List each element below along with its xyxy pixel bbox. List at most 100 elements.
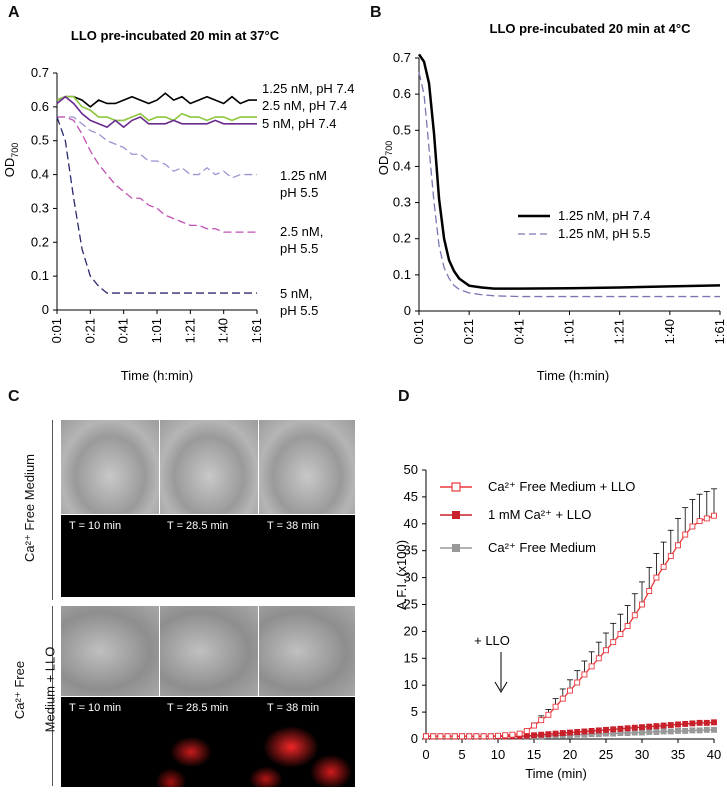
A-y-tick-label: 0.2 bbox=[31, 234, 49, 249]
chart-d-xlabel: Time (min) bbox=[525, 766, 587, 781]
B-series-line-1 bbox=[417, 53, 721, 290]
B-x-tick-label: 0:21 bbox=[461, 319, 476, 344]
D-series-point-3 bbox=[639, 729, 645, 736]
D-series-point-1 bbox=[646, 588, 653, 595]
B-x-tick-label: 0:41 bbox=[511, 319, 526, 344]
chart-b: LLO pre-incubated 20 min at 4°C 0 0.1 0.2 0… bbox=[376, 21, 727, 383]
D-series-point-3 bbox=[675, 727, 681, 734]
B-y-tick-label: 0.1 bbox=[393, 267, 411, 282]
D-series-point-1 bbox=[451, 733, 458, 740]
B-x-tick-label: 1:61 bbox=[712, 319, 727, 344]
B-y-tick-label: 0.5 bbox=[393, 122, 411, 137]
llo-arrow-head bbox=[494, 681, 508, 693]
D-series-point-3 bbox=[660, 728, 667, 735]
llo-annotation: + LLO bbox=[474, 633, 510, 648]
time-label-r1-1: T = 10 min bbox=[69, 520, 122, 532]
B-x-tick-label: 1:01 bbox=[562, 319, 577, 344]
D-y-tick-label: 40 bbox=[404, 516, 418, 531]
D-series-point-2 bbox=[603, 726, 609, 733]
D-series-point-2 bbox=[653, 723, 660, 730]
panel-letter-b: B bbox=[370, 4, 382, 21]
A-x-tick-label: 1:01 bbox=[149, 318, 164, 343]
D-series-point-1 bbox=[516, 730, 523, 737]
D-series-point-1 bbox=[689, 523, 696, 530]
D-series-point-3 bbox=[631, 729, 638, 736]
phase-image-r2-t38 bbox=[259, 606, 355, 696]
D-series-point-1 bbox=[703, 515, 710, 522]
row-separator-2 bbox=[52, 606, 53, 786]
D-series-point-1 bbox=[559, 695, 566, 702]
A-y-tick-label: 0.1 bbox=[31, 268, 49, 283]
D-series-point-1 bbox=[617, 631, 624, 638]
D-series-point-3 bbox=[646, 729, 653, 735]
D-series-point-2 bbox=[667, 722, 674, 728]
D-y-tick-label: 50 bbox=[404, 462, 418, 477]
B-x-tick-label: 1:40 bbox=[662, 319, 677, 344]
D-series-point-1 bbox=[603, 647, 609, 654]
D-series-point-3 bbox=[653, 729, 660, 735]
D-series-point-2 bbox=[646, 723, 653, 730]
series-label-a1: 1.25 nM, pH 7.4 bbox=[262, 81, 355, 96]
D-series-point-2 bbox=[581, 728, 588, 735]
D-series-point-1 bbox=[588, 663, 595, 670]
D-series-point-1 bbox=[473, 733, 480, 740]
A-y-tick-label: 0.4 bbox=[31, 167, 49, 182]
D-series-point-1 bbox=[696, 518, 703, 525]
D-series-point-1 bbox=[444, 733, 451, 740]
D-series-point-1 bbox=[567, 687, 573, 694]
A-y-tick-label: 0.6 bbox=[31, 99, 49, 114]
phase-image-r1-t38 bbox=[259, 420, 355, 514]
time-label-r2-3: T = 38 min bbox=[267, 702, 320, 714]
series-label-a4a: 1.25 nM bbox=[280, 168, 327, 183]
row-label-ca-free-llo-a: Ca²⁺ Free bbox=[12, 660, 27, 720]
D-y-tick-label: 5 bbox=[411, 704, 418, 719]
legend-b-label-2: 1.25 nM, pH 5.5 bbox=[558, 226, 651, 241]
A-y-tick-label: 0.3 bbox=[31, 200, 49, 215]
D-series-point-2 bbox=[567, 729, 573, 736]
D-series-point-2 bbox=[559, 730, 566, 737]
panel-letter-c: C bbox=[8, 388, 20, 405]
series-label-a5a: 2.5 nM, bbox=[280, 224, 323, 239]
D-series-point-1 bbox=[610, 639, 617, 646]
A-y-tick-label: 0 bbox=[42, 302, 49, 317]
phase-image-r2-t10 bbox=[61, 606, 159, 696]
D-series-point-1 bbox=[711, 512, 717, 519]
D-series-point-3 bbox=[689, 727, 696, 734]
D-series-point-1 bbox=[531, 722, 537, 729]
A-x-tick-label: 0:01 bbox=[49, 318, 64, 343]
chart-b-title: LLO pre-incubated 20 min at 4°C bbox=[490, 21, 692, 36]
series-label-a3: 5 nM, pH 7.4 bbox=[262, 116, 336, 131]
D-series-point-2 bbox=[523, 732, 530, 739]
D-x-tick-label: 15 bbox=[527, 747, 541, 762]
D-series-point-1 bbox=[595, 655, 602, 662]
fluorescence-row-1: T = 10 min T = 28.5 min T = 38 min bbox=[61, 515, 355, 597]
D-series-point-1 bbox=[459, 733, 465, 740]
phase-image-r1-t10 bbox=[61, 420, 159, 514]
D-series-point-2 bbox=[617, 725, 624, 732]
series-label-a2: 2.5 nM, pH 7.4 bbox=[262, 98, 347, 113]
A-series-line-5 bbox=[57, 116, 257, 233]
D-x-tick-label: 30 bbox=[635, 747, 649, 762]
B-series-line-2 bbox=[418, 72, 720, 298]
D-x-tick-label: 25 bbox=[599, 747, 613, 762]
legend-d-marker-2 bbox=[452, 511, 460, 519]
B-y-tick-label: 0.6 bbox=[393, 86, 411, 101]
D-series-point-2 bbox=[639, 724, 645, 731]
D-y-tick-label: 45 bbox=[404, 489, 418, 504]
A-x-tick-label: 0:41 bbox=[116, 318, 131, 343]
D-series-point-1 bbox=[574, 679, 581, 686]
row-separator-1 bbox=[52, 420, 53, 600]
D-series-point-1 bbox=[480, 733, 487, 740]
D-series-point-2 bbox=[588, 727, 595, 734]
D-y-tick-label: 35 bbox=[404, 543, 418, 558]
time-label-r1-2: T = 28.5 min bbox=[167, 520, 229, 532]
phase-image-r1-t28 bbox=[160, 420, 258, 514]
row-label-ca-free-llo-b: Medium + LLO bbox=[42, 646, 58, 733]
row-label-ca-free: Ca²⁺ Free Medium bbox=[22, 454, 37, 562]
D-series-point-2 bbox=[624, 725, 631, 732]
D-series-point-1 bbox=[682, 531, 689, 538]
A-series-line-4 bbox=[57, 116, 257, 179]
series-label-a6a: 5 nM, bbox=[280, 286, 313, 301]
D-series-point-1 bbox=[660, 563, 667, 570]
series-label-a5b: pH 5.5 bbox=[280, 241, 318, 256]
